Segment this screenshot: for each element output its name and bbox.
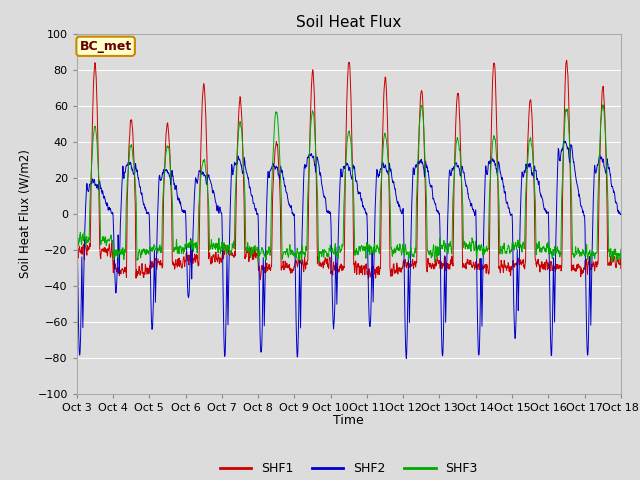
SHF1 [617, 265, 625, 271]
Y-axis label: Soil Heat Flux (W/m2): Soil Heat Flux (W/m2) [19, 149, 32, 278]
SHF1 [570, 265, 577, 271]
SHF3 [376, 195, 384, 201]
SHF2 [376, 167, 384, 172]
SHF3 [617, 246, 625, 252]
SHF3 [73, 232, 81, 238]
SHF2 [617, 211, 625, 217]
Line: SHF2: SHF2 [77, 141, 621, 359]
SHF3 [315, 259, 323, 265]
Legend: SHF1, SHF2, SHF3: SHF1, SHF2, SHF3 [214, 457, 483, 480]
SHF2 [73, 223, 81, 228]
SHF1 [507, 268, 515, 274]
SHF3 [507, 248, 515, 253]
Title: Soil Heat Flux: Soil Heat Flux [296, 15, 401, 30]
SHF1 [584, 259, 592, 265]
SHF1 [225, 249, 232, 255]
SHF2 [225, 290, 232, 296]
SHF1 [376, 265, 384, 271]
SHF2 [570, 156, 577, 162]
SHF3 [599, 102, 607, 108]
SHF3 [569, 251, 577, 257]
SHF3 [225, 247, 232, 252]
SHF1 [73, 244, 81, 250]
X-axis label: Time: Time [333, 414, 364, 427]
SHF1 [365, 271, 372, 277]
SHF2 [365, 286, 372, 292]
Text: BC_met: BC_met [79, 40, 132, 53]
SHF2 [507, 212, 515, 218]
SHF1 [257, 277, 264, 283]
Line: SHF3: SHF3 [77, 105, 621, 262]
SHF2 [584, 341, 592, 347]
SHF2 [403, 356, 410, 361]
Line: SHF1: SHF1 [77, 60, 621, 280]
SHF3 [365, 245, 372, 251]
SHF1 [563, 58, 570, 63]
SHF2 [560, 138, 568, 144]
SHF3 [584, 256, 592, 262]
